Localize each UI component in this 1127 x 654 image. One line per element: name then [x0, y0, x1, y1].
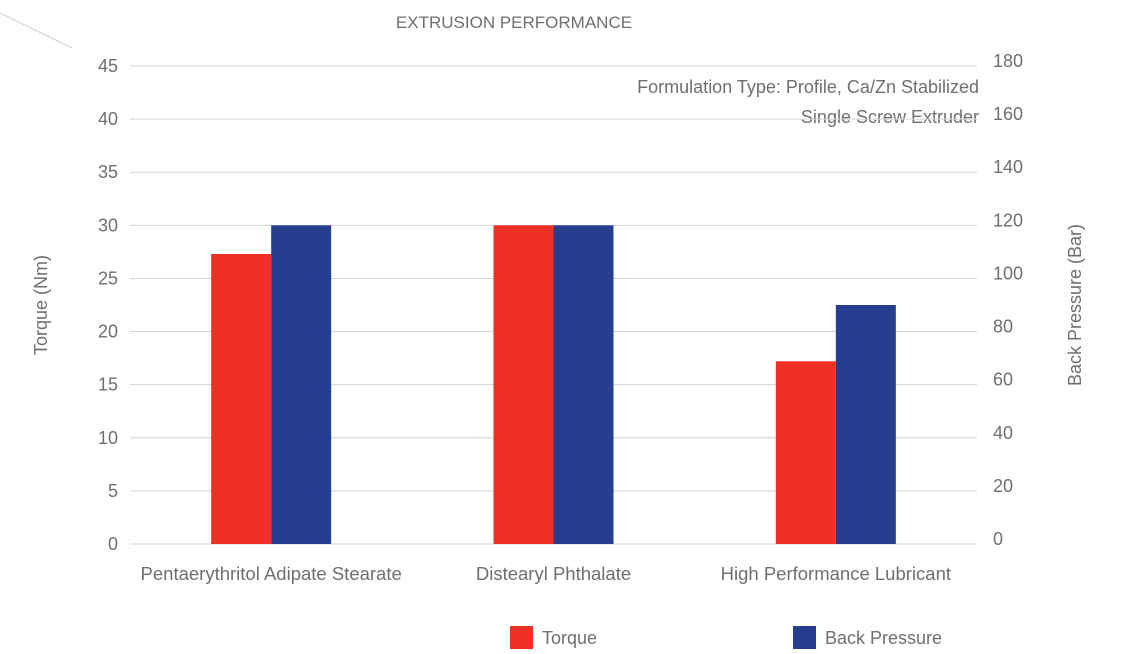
y-tick-label: 40 — [98, 109, 118, 129]
annotation-formulation: Formulation Type: Profile, Ca/Zn Stabili… — [637, 77, 979, 97]
y2-tick-label: 180 — [993, 51, 1023, 71]
legend-label: Back Pressure — [825, 628, 942, 648]
y-tick-label: 5 — [108, 481, 118, 501]
legend-swatch — [510, 626, 533, 649]
bar-back-pressure — [553, 225, 614, 545]
bar-torque — [775, 361, 836, 544]
y-tick-label: 15 — [98, 375, 118, 395]
bar-torque — [493, 225, 554, 545]
y2-tick-label: 40 — [993, 423, 1013, 443]
y-tick-label: 0 — [108, 534, 118, 554]
y2-tick-label: 140 — [993, 157, 1023, 177]
y-tick-label: 30 — [98, 215, 118, 235]
bar-back-pressure — [271, 225, 332, 545]
legend-label: Torque — [542, 628, 597, 648]
y2-tick-label: 160 — [993, 104, 1023, 124]
y-tick-label: 45 — [98, 56, 118, 76]
right-axis: 0 20 40 60 80 100 120 140 160 180 — [993, 51, 1023, 549]
y2-tick-label: 100 — [993, 263, 1023, 283]
annotation-extruder: Single Screw Extruder — [801, 107, 979, 127]
y2-tick-label: 0 — [993, 529, 1003, 549]
bar-torque — [211, 254, 272, 544]
y2-tick-label: 60 — [993, 370, 1013, 390]
legend-swatch — [793, 626, 816, 649]
chart-title: EXTRUSION PERFORMANCE — [396, 13, 632, 32]
y2-tick-label: 120 — [993, 210, 1023, 230]
y-tick-label: 10 — [98, 428, 118, 448]
y-tick-label: 25 — [98, 268, 118, 288]
x-tick-label: High Performance Lubricant — [721, 563, 951, 584]
x-tick-label: Distearyl Phthalate — [476, 563, 631, 584]
y2-axis-label: Back Pressure (Bar) — [1065, 224, 1085, 386]
bars — [211, 225, 896, 545]
y2-tick-label: 80 — [993, 317, 1013, 337]
x-tick-label: Pentaerythritol Adipate Stearate — [141, 563, 402, 584]
y-tick-label: 35 — [98, 162, 118, 182]
legend: Torque Back Pressure — [510, 626, 942, 649]
x-axis: Pentaerythritol Adipate Stearate Disteary… — [141, 563, 951, 584]
y-axis-label: Torque (Nm) — [31, 255, 51, 355]
bar-back-pressure — [835, 305, 896, 544]
corner-decoration-line — [0, 12, 73, 49]
left-axis: 0 5 10 15 20 25 30 35 40 45 — [98, 56, 118, 554]
y2-tick-label: 20 — [993, 476, 1013, 496]
y-tick-label: 20 — [98, 322, 118, 342]
